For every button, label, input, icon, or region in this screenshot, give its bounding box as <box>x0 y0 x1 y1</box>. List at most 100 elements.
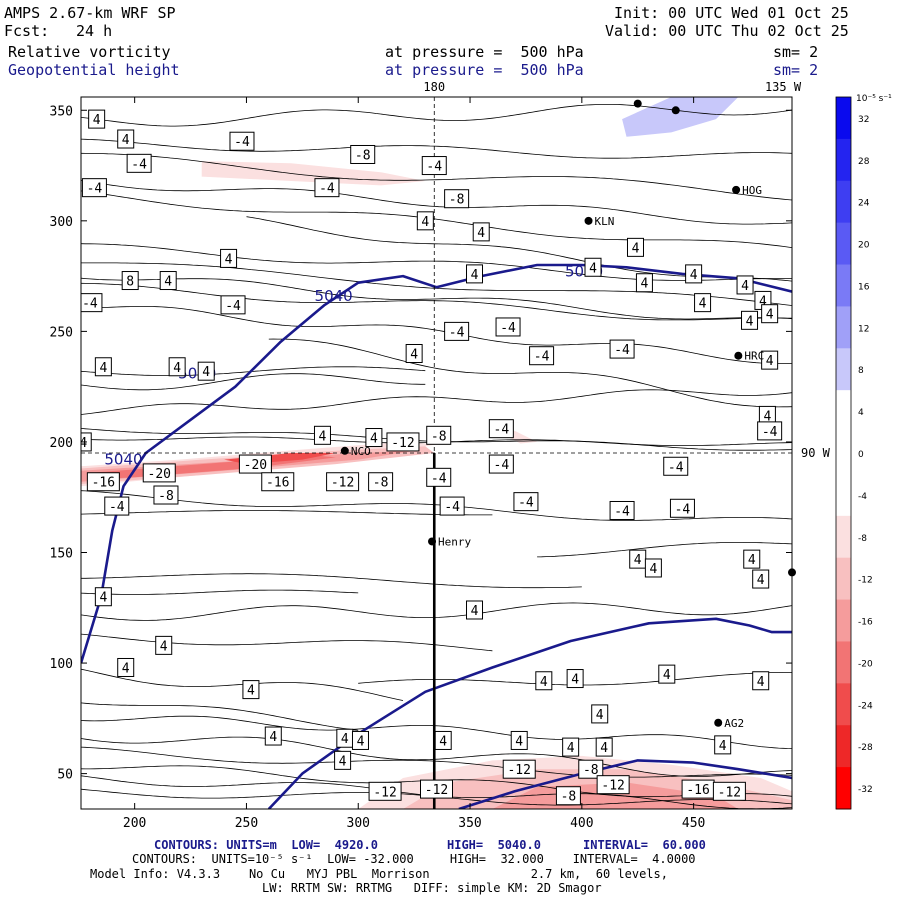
vorticity-label: 4 <box>117 129 135 149</box>
vorticity-label-text: 4 <box>471 268 479 283</box>
vorticity-label: -12 <box>326 472 360 492</box>
vorticity-label-box <box>472 222 490 242</box>
vorticity-label: -16 <box>261 472 295 492</box>
vorticity-contour-1 <box>81 138 792 159</box>
vorticity-label: 4 <box>714 735 732 755</box>
vorticity-label-text: 4 <box>79 436 87 451</box>
vorticity-label: 4 <box>94 357 112 377</box>
vorticity-area-12 <box>514 490 792 526</box>
vorticity-label-text: 4 <box>741 279 749 294</box>
vorticity-label: -4 <box>757 421 783 441</box>
vorticity-label: 4 <box>466 264 484 284</box>
vorticity-label-text: 4 <box>757 675 765 690</box>
vorticity-label-box <box>405 343 423 363</box>
vorticity-label: -4 <box>663 456 689 476</box>
vorticity-label-text: -4 <box>500 321 516 336</box>
vorticity-label-box <box>488 419 514 439</box>
vorticity-label-text: 4 <box>99 591 107 606</box>
vorticity-contour-28 <box>81 736 792 777</box>
vorticity-label-text: 4 <box>632 241 640 256</box>
vorticity-label: 4 <box>566 669 584 689</box>
vorticity-contour-22 <box>81 602 792 621</box>
vorticity-label: -8 <box>444 189 470 209</box>
vorticity-label-box <box>168 357 186 377</box>
vorticity-label: -4 <box>81 293 103 313</box>
vorticity-contour-19 <box>537 542 792 558</box>
stations: HOG KLN HRC NCO Henry AG2 <box>340 99 796 730</box>
station-dot <box>734 351 743 360</box>
vorticity-label: -12 <box>596 775 630 795</box>
vorticity-label: -4 <box>314 178 340 198</box>
vorticity-label: 4 <box>694 293 712 313</box>
vorticity-label: 4 <box>264 726 282 746</box>
vorticity-label: 4 <box>736 275 754 295</box>
station-dot <box>633 99 642 108</box>
vorticity-label-box <box>584 257 602 277</box>
colorbar-swatch <box>836 390 851 433</box>
footer-height-interval: INTERVAL= 60.000 <box>583 838 706 852</box>
vorticity-label: 4 <box>351 730 369 750</box>
vorticity-label: 4 <box>334 750 352 770</box>
vorticity-label-text: 4 <box>757 573 765 588</box>
valid-time: Valid: 00 UTC Thu 02 Oct 25 <box>605 22 849 40</box>
vorticity-label-text: -8 <box>158 489 174 504</box>
vorticity-label-box <box>712 781 746 801</box>
vorticity-label-box <box>761 350 779 370</box>
vorticity-label-box <box>153 485 179 505</box>
vorticity-label-text: -12 <box>507 763 530 778</box>
colorbar-unit: 10⁻⁵ s⁻¹ <box>856 94 892 104</box>
vorticity-label-text: -4 <box>87 182 103 197</box>
colorbar-swatch <box>836 683 851 726</box>
vorticity-label-box <box>434 730 452 750</box>
colorbar: 32 28 24 20 16 12 8 4 0 -4 -8 -12 -16 -20 -24 -28 -32 10⁻… <box>835 94 892 810</box>
vorticity-contour-24 <box>81 668 404 701</box>
vorticity-label-box <box>94 357 112 377</box>
vorticity-label-box <box>159 271 177 291</box>
vorticity-label-box <box>261 472 295 492</box>
vorticity-label: 4 <box>88 109 106 129</box>
vorticity-label: 4 <box>510 730 528 750</box>
vorticity-contour-14 <box>81 389 792 415</box>
footer-vorticity-contours: CONTOURS: UNITS=10⁻⁵ s⁻¹ LOW= -32.000 HI… <box>132 852 696 866</box>
vorticity-label-text: 4 <box>99 361 107 376</box>
vorticity-contour-9 <box>81 282 792 321</box>
model-title: AMPS 2.67-km WRF SP <box>4 4 176 22</box>
vorticity-label: -8 <box>368 472 394 492</box>
vorticity-label-text: 4 <box>746 314 754 329</box>
vorticity-label-text: 4 <box>699 297 707 312</box>
init-time: Init: 00 UTC Wed 01 Oct 25 <box>614 4 849 22</box>
vorticity-label-box <box>609 339 635 359</box>
vorticity-label-box <box>365 428 383 448</box>
vorticity-label: -16 <box>681 779 715 799</box>
vorticity-contour-3 <box>81 180 792 225</box>
vorticity-label-box <box>669 498 695 518</box>
vorticity-label-text: 4 <box>339 754 347 769</box>
y-tick-label: 300 <box>50 215 73 230</box>
vorticity-label-box <box>264 726 282 746</box>
colorbar-swatch <box>836 306 851 349</box>
vorticity-label-box <box>126 153 152 173</box>
vorticity-label: -8 <box>555 786 581 806</box>
x-tick-label: 200 <box>123 816 146 831</box>
vorticity-label-text: 4 <box>596 708 604 723</box>
vorticity-label-text: -12 <box>425 783 448 798</box>
vorticity-label: -4 <box>81 178 107 198</box>
vorticity-label-text: 4 <box>589 261 597 276</box>
vorticity-label: -12 <box>712 781 746 801</box>
station-marker <box>633 99 642 108</box>
vorticity-label-box <box>238 454 272 474</box>
vorticity-label-text: 4 <box>357 734 365 749</box>
vorticity-label-box <box>510 730 528 750</box>
vorticity-label: 4 <box>626 237 644 257</box>
vorticity-label-box <box>488 454 514 474</box>
vorticity-label: -4 <box>104 496 130 516</box>
vorticity-label: 4 <box>584 257 602 277</box>
y-tick-label: 200 <box>50 436 73 451</box>
station-dot <box>340 446 349 455</box>
vorticity-label: 4 <box>743 549 761 569</box>
vorticity-contour-6 <box>81 243 792 281</box>
colorbar-level-label: -16 <box>858 618 873 628</box>
vorticity-label-text: 4 <box>663 668 671 683</box>
footer-height-high: HIGH= 5040.0 <box>447 838 541 852</box>
vorticity-label-box <box>242 680 260 700</box>
